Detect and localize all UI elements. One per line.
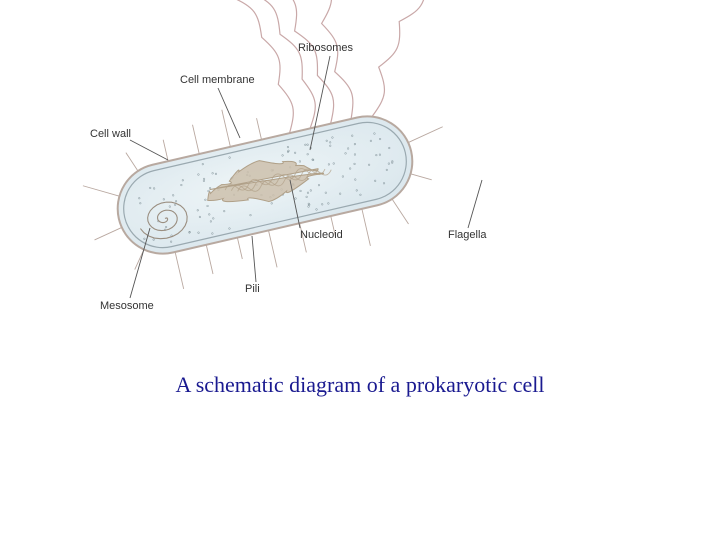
label-mesosome: Mesosome	[100, 300, 154, 312]
label-cell_wall: Cell wall	[90, 128, 131, 140]
label-ribosomes: Ribosomes	[298, 42, 353, 54]
cell-diagram-svg	[0, 0, 720, 540]
label-cell_membrane: Cell membrane	[180, 74, 255, 86]
diagram-caption: A schematic diagram of a prokaryotic cel…	[0, 372, 720, 398]
cell-body	[109, 107, 422, 262]
label-flagella: Flagella	[448, 229, 487, 241]
label-pili: Pili	[245, 283, 260, 295]
diagram-stage: Ribosomes Cell membrane Cell wall Nucleoid F…	[0, 0, 720, 540]
label-nucleoid: Nucleoid	[300, 229, 343, 241]
